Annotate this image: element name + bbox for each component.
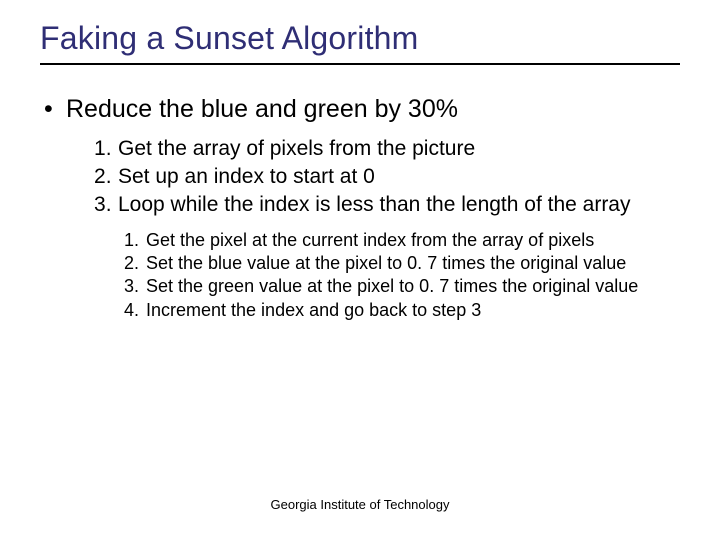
slide: Faking a Sunset Algorithm •Reduce the bl… [0, 0, 720, 540]
list-item: Set the green value at the pixel to 0. 7… [124, 275, 680, 298]
list-item: Get the array of pixels from the picture [94, 136, 680, 163]
bullet-marker: • [44, 95, 66, 124]
list-item: Loop while the index is less than the le… [94, 192, 680, 219]
list-item: Increment the index and go back to step … [124, 299, 680, 322]
steps-level1: Get the array of pixels from the picture… [94, 136, 680, 219]
list-item: Get the pixel at the current index from … [124, 229, 680, 252]
footer-text: Georgia Institute of Technology [0, 497, 720, 512]
steps-level2: Get the pixel at the current index from … [124, 229, 680, 323]
bullet-text: Reduce the blue and green by 30% [66, 95, 458, 123]
slide-title: Faking a Sunset Algorithm [40, 20, 680, 65]
main-bullet: •Reduce the blue and green by 30% [44, 95, 680, 124]
list-item: Set up an index to start at 0 [94, 164, 680, 191]
list-item: Set the blue value at the pixel to 0. 7 … [124, 252, 680, 275]
